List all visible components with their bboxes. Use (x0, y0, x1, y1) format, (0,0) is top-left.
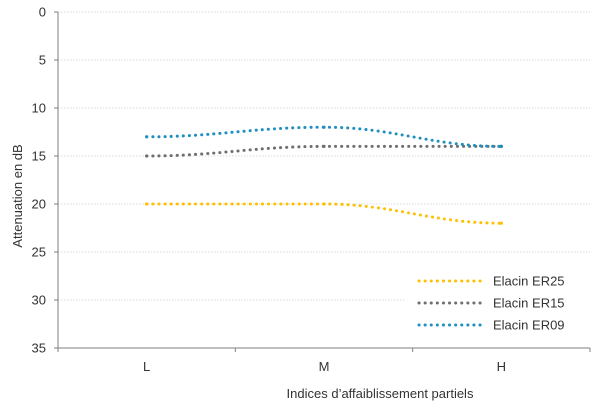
y-tick-label: 20 (32, 197, 46, 212)
y-tick-label: 15 (32, 149, 46, 164)
y-axis-title: Attenuation en dB (10, 144, 25, 247)
legend-label-elacin-er09: Elacin ER09 (493, 318, 565, 333)
grid-lines (58, 11, 590, 301)
data-point-elacin-er15 (322, 144, 326, 148)
series-lines (145, 125, 503, 225)
legend: Elacin ER25 Elacin ER15 Elacin ER09 (404, 266, 590, 338)
y-tick-label: 35 (32, 341, 46, 356)
y-tick-label: 5 (39, 53, 46, 68)
data-point-elacin-er09 (145, 135, 149, 139)
data-point-elacin-er09 (322, 125, 326, 129)
data-point-elacin-er25 (145, 202, 149, 206)
data-point-elacin-er25 (322, 202, 326, 206)
x-tick-label: L (143, 359, 150, 374)
x-tick-label: M (319, 359, 330, 374)
y-axis-ticks: 0 5 10 15 20 25 30 35 (32, 5, 58, 356)
legend-label-elacin-er25: Elacin ER25 (493, 274, 565, 289)
data-point-elacin-er25 (499, 221, 503, 225)
legend-label-elacin-er15: Elacin ER15 (493, 296, 565, 311)
x-tick-label: H (497, 359, 506, 374)
legend-background (404, 266, 590, 338)
series-line-elacin-er09 (145, 125, 503, 148)
y-tick-label: 0 (39, 5, 46, 20)
y-tick-label: 25 (32, 245, 46, 260)
data-point-elacin-er15 (145, 154, 149, 158)
data-point-elacin-er09 (499, 144, 503, 148)
y-tick-label: 30 (32, 293, 46, 308)
x-axis-title: Indices d’affaiblissement partiels (287, 386, 474, 401)
series-line-elacin-er25 (145, 202, 503, 225)
axes (57, 12, 590, 349)
y-tick-label: 10 (32, 101, 46, 116)
